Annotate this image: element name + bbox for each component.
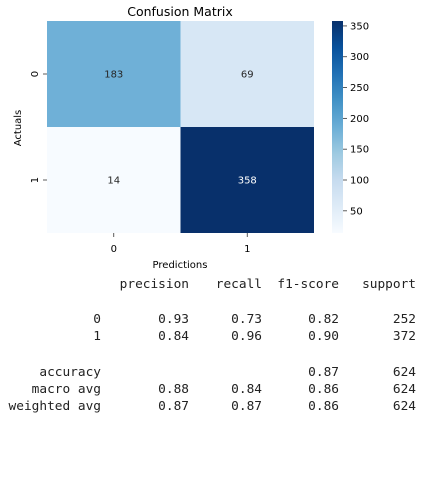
colorbar-tick-label: 150 [350,145,369,156]
heatmap-svg: Confusion Matrix Predictions Actuals 183… [13,4,369,271]
f1-value: 0.86 [308,399,339,414]
colorbar-tick-label: 300 [350,52,369,63]
f1-value: 0.86 [308,382,339,397]
report-header-row: precision recall f1-score support [0,277,433,293]
recall-value: 0.84 [231,382,262,397]
heatmap-cell [47,21,181,127]
precision-value: 0.88 [158,382,189,397]
f1-value: 0.87 [308,365,339,380]
cell-value-label: 183 [104,70,123,81]
colorbar-tick-label: 50 [350,206,363,217]
colorbar: 50 100 150 200 250 300 350 [332,21,369,233]
support-value: 624 [392,399,416,414]
cell-value-label: 14 [107,176,120,187]
precision-value: 0.87 [158,399,189,414]
x-axis-label: Predictions [153,260,208,271]
cell-value-label: 358 [238,176,257,187]
y-tick-label: 1 [30,177,41,183]
colorbar-tick-label: 200 [350,114,369,125]
chart-title: Confusion Matrix [127,4,233,19]
header-recall: recall [215,277,262,292]
f1-value: 0.82 [308,312,339,327]
recall-value: 0.87 [231,399,262,414]
heatmap-cells: 183 69 14 358 [47,21,314,233]
f1-value: 0.90 [308,329,339,344]
report-accuracy-row: accuracy 0.87 624 [0,365,433,381]
x-tick-label: 0 [111,244,117,255]
row-label: 1 [93,329,101,344]
heatmap-cell [47,127,181,233]
row-label: 0 [93,312,101,327]
support-value: 624 [392,382,416,397]
classification-report: precision recall f1-score support 0 0.93… [0,272,433,414]
y-axis-label: Actuals [13,110,24,147]
heatmap-cell [180,127,314,233]
precision-value: 0.84 [158,329,189,344]
confusion-matrix-figure: Confusion Matrix Predictions Actuals 183… [13,4,369,271]
y-tick-label: 0 [30,71,41,77]
header-precision: precision [119,277,189,292]
row-label: accuracy [39,365,101,380]
report-row-1: 1 0.84 0.96 0.90 372 [0,329,433,345]
precision-value: 0.93 [158,312,189,327]
report-macro-avg-row: macro avg 0.88 0.84 0.86 624 [0,382,433,398]
cell-value-label: 69 [241,70,254,81]
recall-value: 0.96 [231,329,262,344]
colorbar-gradient [332,21,343,233]
header-support: support [362,277,416,292]
support-value: 624 [392,365,416,380]
axis-ticks: 0 1 0 1 [30,71,250,255]
row-label: weighted avg [8,399,101,414]
report-row-0: 0 0.93 0.73 0.82 252 [0,312,433,328]
heatmap-cell [180,21,314,127]
support-value: 372 [392,329,416,344]
colorbar-tick-label: 250 [350,83,369,94]
header-f1-score: f1-score [277,277,339,292]
support-value: 252 [392,312,416,327]
colorbar-tick-label: 100 [350,176,369,187]
report-weighted-avg-row: weighted avg 0.87 0.87 0.86 624 [0,399,433,415]
colorbar-tick-label: 350 [350,21,369,32]
x-tick-label: 1 [244,244,250,255]
row-label: macro avg [31,382,101,397]
recall-value: 0.73 [231,312,262,327]
